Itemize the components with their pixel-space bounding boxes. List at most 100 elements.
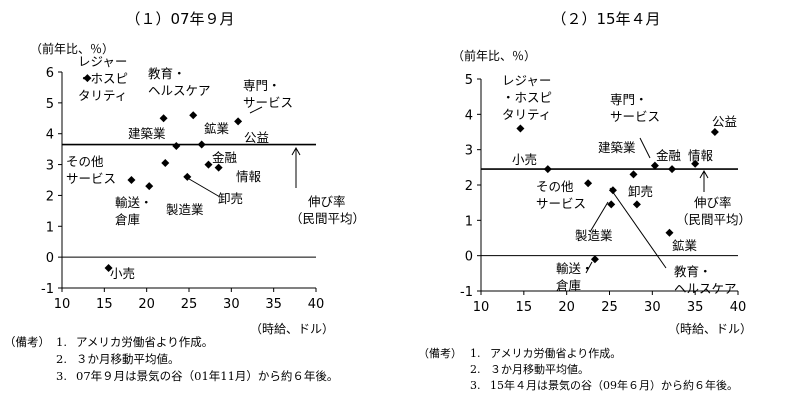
y-tick-label: -1 bbox=[41, 282, 54, 297]
y-tick-label: -1 bbox=[460, 285, 473, 300]
note-text: アメリカ労働省より作成。 bbox=[76, 335, 214, 349]
point-label: 建築業 bbox=[598, 140, 636, 155]
data-point bbox=[650, 161, 659, 170]
note-text: 07年９月は景気の谷（01年11月）から約６年後。 bbox=[76, 369, 339, 383]
data-point bbox=[234, 117, 243, 126]
data-point bbox=[668, 165, 677, 174]
y-tick-label: 1 bbox=[465, 214, 473, 229]
point-label: 専門・ bbox=[610, 92, 648, 107]
point-label: タリティ bbox=[78, 88, 127, 103]
point-label: 小売 bbox=[512, 152, 537, 167]
y-axis-label: （前年比、％） bbox=[30, 41, 114, 56]
y-tick-label: 1 bbox=[46, 220, 54, 235]
point-label: ・ホスピ bbox=[502, 90, 552, 105]
data-point bbox=[608, 186, 617, 195]
x-tick-label: 30 bbox=[223, 297, 240, 312]
x-tick-label: 30 bbox=[644, 300, 661, 315]
y-tick-label: 4 bbox=[46, 128, 54, 143]
data-point bbox=[189, 111, 198, 120]
data-point bbox=[543, 165, 552, 174]
chart-title: （２）15年４月 bbox=[551, 10, 660, 28]
notes-left: （備考） 1. アメリカ労働省より作成。 2. ３か月移動平均値。 3. 07年… bbox=[4, 334, 338, 385]
average-label: （民間平均） bbox=[676, 212, 751, 227]
y-tick-label: 5 bbox=[46, 97, 54, 112]
point-label: 教育・ bbox=[148, 66, 186, 81]
x-tick-label: 40 bbox=[730, 300, 747, 315]
x-tick-label: 20 bbox=[138, 297, 155, 312]
data-point bbox=[159, 114, 168, 123]
point-label: レジャー bbox=[502, 73, 551, 88]
note-text: アメリカ労働省より作成。 bbox=[490, 347, 622, 360]
leader-line bbox=[639, 137, 651, 159]
point-label: 製造業 bbox=[575, 228, 613, 243]
x-tick-label: 15 bbox=[96, 297, 113, 312]
data-point bbox=[632, 200, 641, 209]
y-tick-label: 0 bbox=[46, 251, 54, 266]
y-tick-label: 2 bbox=[46, 189, 54, 204]
x-axis-label: （時給、ドル） bbox=[668, 322, 752, 336]
data-point bbox=[665, 228, 674, 237]
x-tick-label: 35 bbox=[265, 297, 282, 312]
point-label: 金融 bbox=[656, 148, 682, 163]
data-point bbox=[516, 124, 525, 133]
leader-line bbox=[609, 187, 667, 269]
point-label: 倉庫 bbox=[556, 278, 581, 293]
point-label: サービス bbox=[610, 109, 660, 124]
point-label: 情報 bbox=[236, 169, 262, 184]
data-point bbox=[590, 255, 599, 264]
note-number: 1. bbox=[56, 335, 67, 349]
leader-line bbox=[589, 201, 609, 233]
x-axis-label: （時給、ドル） bbox=[250, 322, 334, 336]
data-point bbox=[204, 160, 213, 169]
note-text: 15年４月は景気の谷（09年６月）から約６年後。 bbox=[490, 379, 738, 392]
notes-lead: （備考） bbox=[4, 335, 50, 349]
point-label: 小売 bbox=[110, 266, 135, 281]
data-point bbox=[83, 74, 92, 83]
data-point bbox=[629, 170, 638, 179]
point-label: その他 bbox=[536, 179, 574, 194]
point-label: 卸売 bbox=[628, 184, 653, 199]
leader-line bbox=[585, 261, 593, 274]
point-label: 鉱業 bbox=[672, 238, 698, 253]
data-point bbox=[161, 159, 170, 168]
average-label: 伸び率 bbox=[694, 195, 732, 210]
point-label: 教育・ bbox=[674, 264, 712, 279]
average-arrow-head bbox=[291, 146, 301, 156]
point-label: 鉱業 bbox=[204, 121, 230, 136]
point-label: その他 bbox=[66, 154, 104, 169]
leader-line bbox=[249, 106, 263, 114]
point-label: 建築業 bbox=[128, 126, 166, 141]
note-number: 2. bbox=[56, 352, 67, 366]
point-label: 公益 bbox=[244, 130, 269, 145]
x-tick-label: 10 bbox=[473, 300, 490, 315]
point-label: レジャー bbox=[78, 54, 127, 69]
chart-title: （１）07年９月 bbox=[125, 10, 234, 28]
average-label: 伸び率 bbox=[308, 194, 346, 209]
y-tick-label: 5 bbox=[465, 73, 473, 88]
data-point bbox=[104, 263, 113, 272]
x-tick-label: 20 bbox=[558, 300, 575, 315]
y-tick-label: 0 bbox=[465, 250, 473, 265]
point-label: 輸送・ bbox=[115, 195, 153, 210]
average-label: （民間平均） bbox=[290, 211, 365, 226]
point-label: サービス bbox=[66, 171, 116, 186]
point-label: ヘルスケア bbox=[674, 281, 737, 296]
point-label: 金融 bbox=[212, 150, 238, 165]
x-tick-label: 25 bbox=[601, 300, 618, 315]
note-text: ３か月移動平均値。 bbox=[490, 363, 589, 376]
data-point bbox=[607, 200, 616, 209]
x-tick-label: 25 bbox=[181, 297, 198, 312]
note-number: 3. bbox=[56, 369, 67, 383]
leader-line bbox=[183, 175, 221, 198]
data-point bbox=[214, 163, 223, 172]
point-label: 公益 bbox=[712, 114, 737, 129]
x-tick-label: 35 bbox=[687, 300, 704, 315]
data-point bbox=[197, 140, 206, 149]
notes-lead: （備考） bbox=[418, 347, 462, 360]
point-label: タリティ bbox=[502, 107, 551, 122]
point-label: 倉庫 bbox=[115, 212, 140, 227]
note-number: 3. bbox=[470, 379, 481, 392]
point-label: サービス bbox=[536, 196, 586, 211]
y-tick-label: 3 bbox=[46, 159, 54, 174]
